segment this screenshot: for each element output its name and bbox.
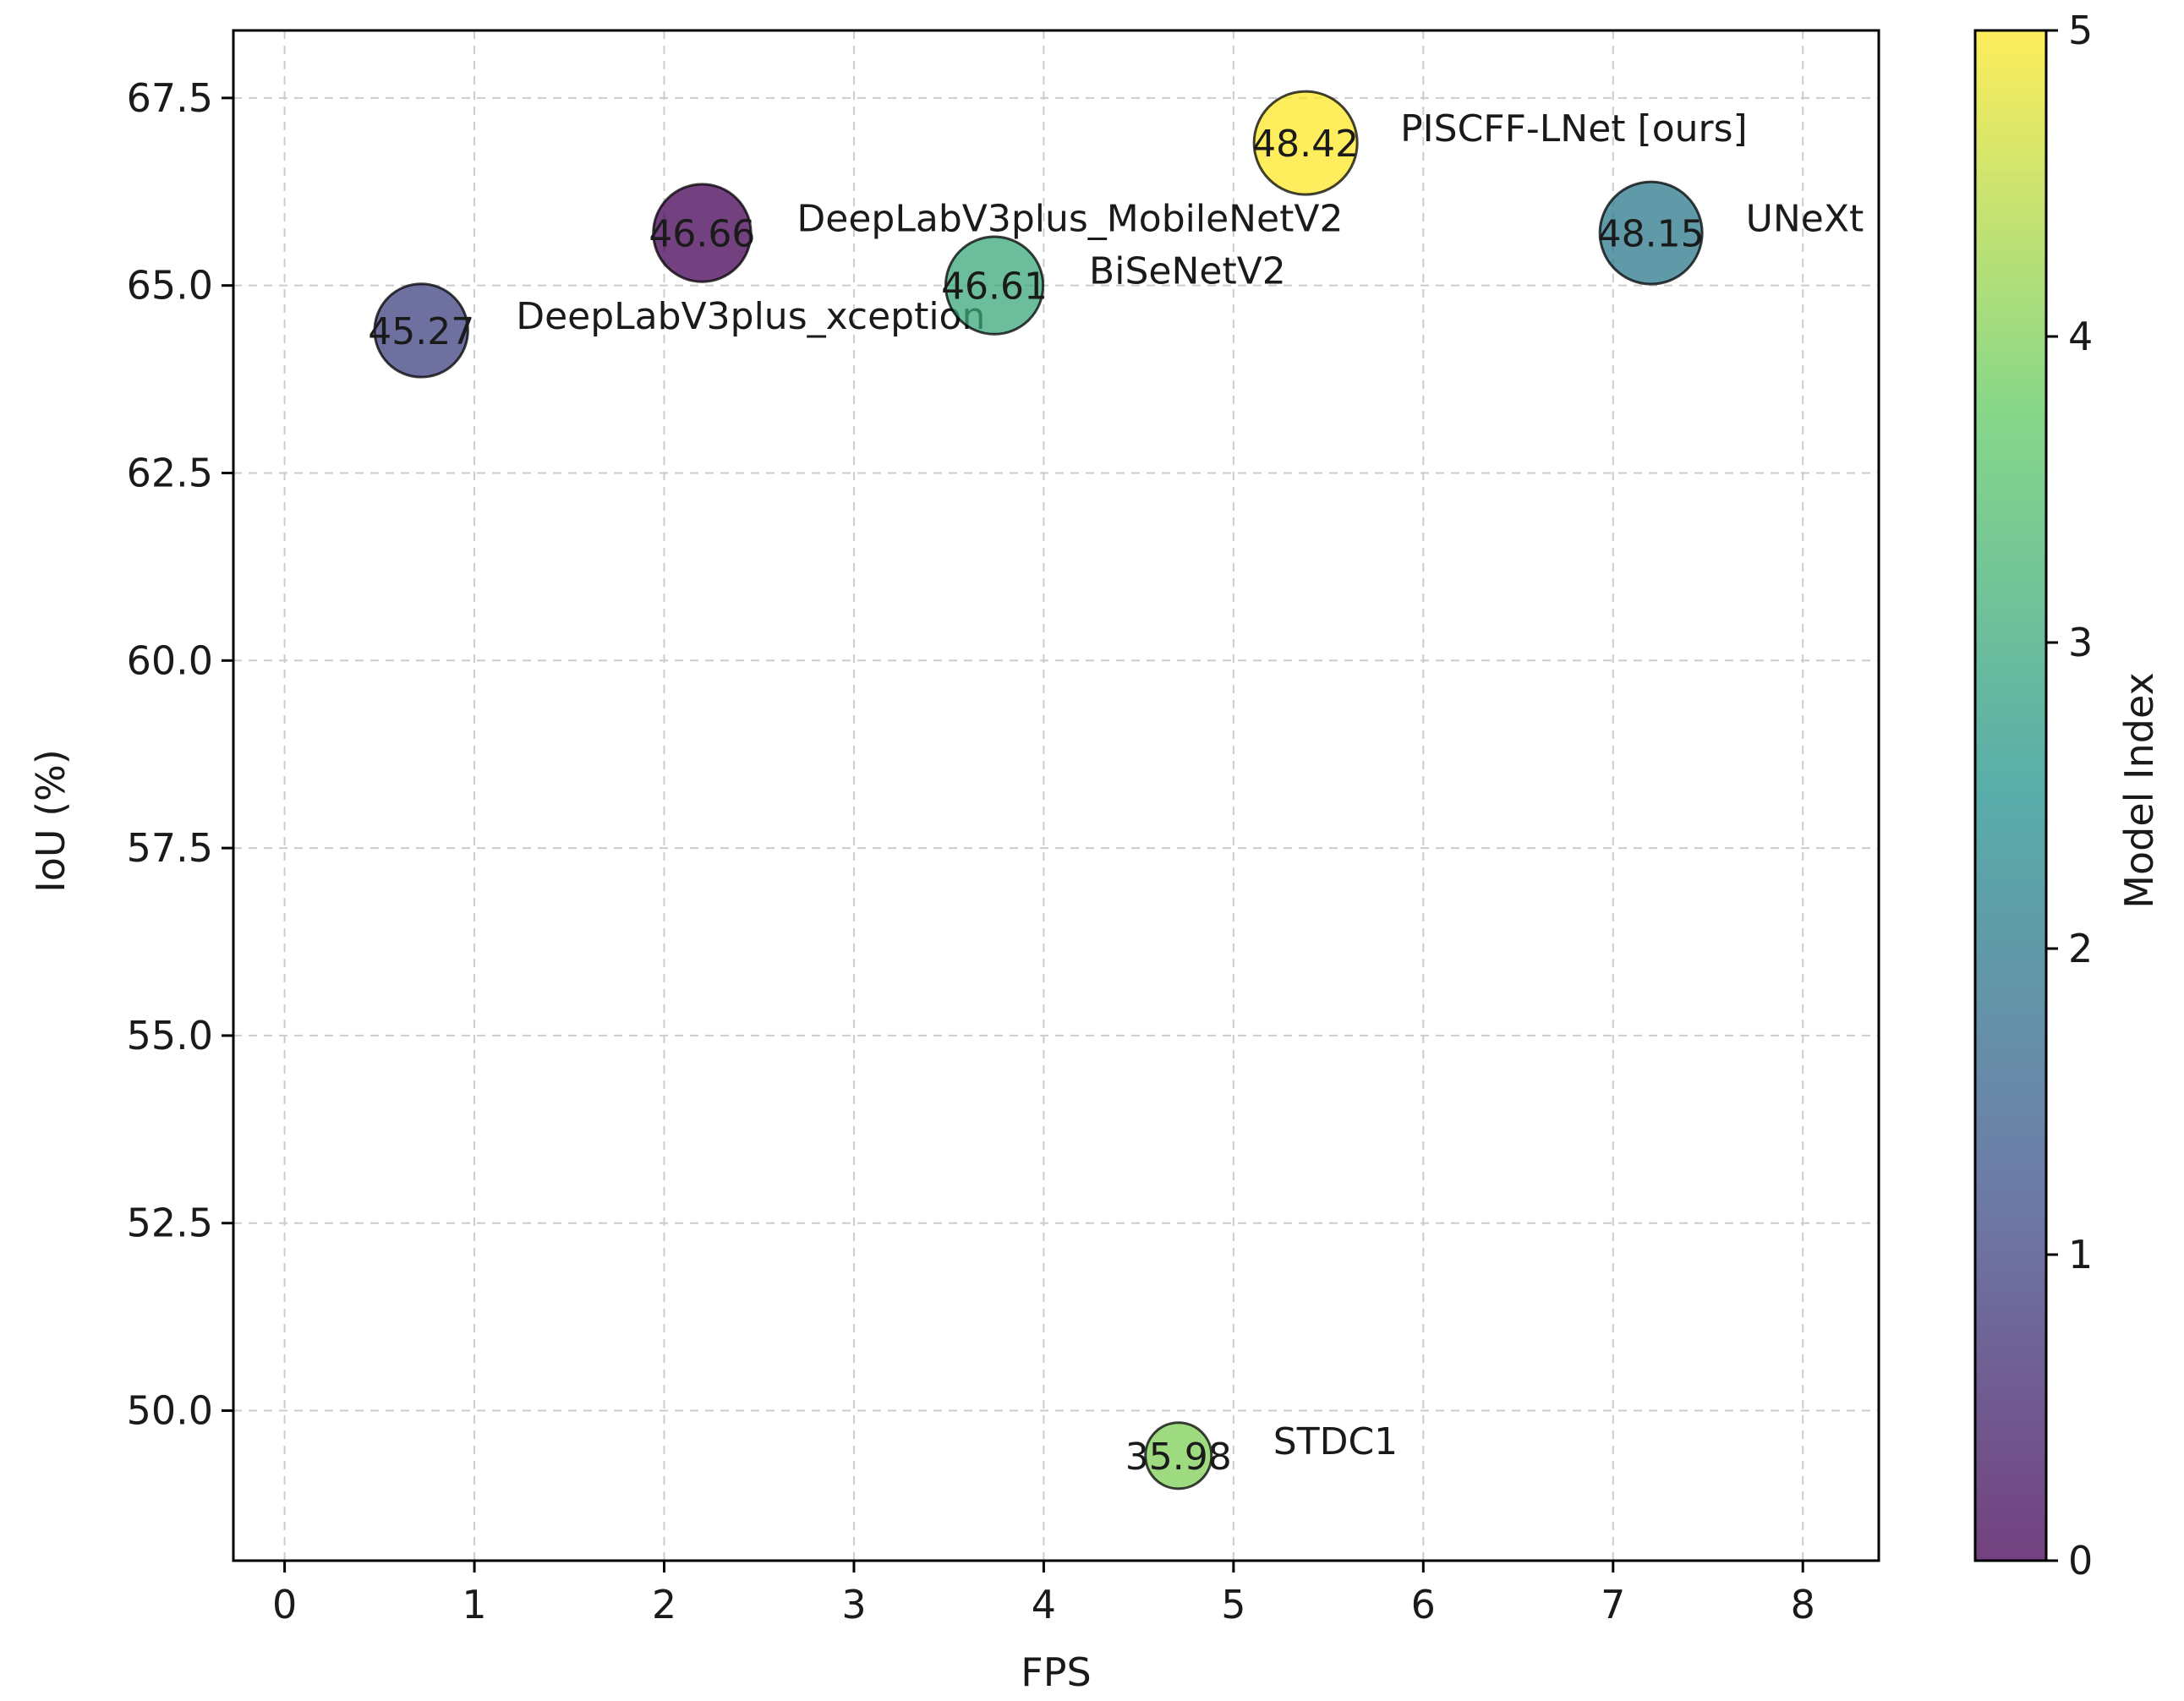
colorbar-frame <box>1973 29 2048 1562</box>
y-axis-label: IoU (%) <box>28 749 74 893</box>
bubble <box>944 235 1045 336</box>
colorbar-tick-label: 2 <box>2068 926 2093 971</box>
colorbar-tick-label: 1 <box>2068 1232 2093 1277</box>
y-tick-label: 60.0 <box>127 637 213 683</box>
bubble-value-label: 48.42 <box>1252 123 1359 166</box>
x-tick-label: 2 <box>652 1582 676 1627</box>
colorbar: 0 1 2 3 4 5 Model Index <box>1973 8 2162 1583</box>
bubble <box>1598 180 1704 286</box>
bubble-value-label: 46.66 <box>649 213 755 256</box>
model-name-label: PISCFF-LNet [ours] <box>1400 107 1748 150</box>
model-name-label: BiSeNetV2 <box>1089 250 1286 293</box>
bubble <box>1144 1421 1213 1490</box>
bubble-value-label: 48.15 <box>1598 213 1705 256</box>
y-tick-label: 57.5 <box>127 825 213 871</box>
model-name-label: DeepLabV3plus_xception <box>516 295 985 338</box>
y-tick-label: 55.0 <box>127 1013 213 1058</box>
y-tick-label: 65.0 <box>127 263 213 309</box>
colorbar-gradient <box>1975 30 2046 1561</box>
x-tick-label: 7 <box>1601 1582 1625 1627</box>
bubbles: 46.66 DeepLabV3plus_MobileNetV2 45.27 DeepL… <box>368 90 1864 1490</box>
x-tick-label: 5 <box>1221 1582 1245 1627</box>
bubble <box>1252 90 1359 196</box>
colorbar-tick-label: 0 <box>2068 1538 2093 1583</box>
model-name-label: DeepLabV3plus_MobileNetV2 <box>796 198 1343 241</box>
y-axis: 50.0 52.5 55.0 57.5 60.0 62.5 65.0 67.5 <box>127 75 233 1434</box>
y-tick-label: 62.5 <box>127 450 213 495</box>
x-tick-label: 6 <box>1411 1582 1436 1627</box>
grid <box>233 30 1879 1561</box>
x-tick-label: 0 <box>272 1582 297 1627</box>
bubble-value-label: 35.98 <box>1125 1436 1232 1479</box>
colorbar-tick-label: 5 <box>2068 8 2093 53</box>
model-name-label: STDC1 <box>1273 1420 1398 1463</box>
bubble-value-label: 46.61 <box>941 265 1048 309</box>
bubble-value-label: 45.27 <box>368 310 474 353</box>
colorbar-ticks: 0 1 2 3 4 5 <box>2046 8 2093 1583</box>
colorbar-tick-label: 3 <box>2068 620 2093 665</box>
plot-frame <box>232 29 1880 1562</box>
y-tick-label: 50.0 <box>127 1388 213 1434</box>
colorbar-label: Model Index <box>2116 672 2162 908</box>
x-tick-label: 4 <box>1032 1582 1056 1627</box>
y-tick-label: 52.5 <box>127 1201 213 1246</box>
model-name-label: UNeXt <box>1746 198 1864 241</box>
x-tick-label: 3 <box>841 1582 866 1627</box>
y-tick-label: 67.5 <box>127 75 213 121</box>
x-axis-label: FPS <box>1021 1649 1091 1695</box>
colorbar-tick-label: 4 <box>2068 314 2093 359</box>
bubble <box>652 183 753 283</box>
bubble <box>373 282 469 379</box>
x-tick-label: 8 <box>1791 1582 1815 1627</box>
x-tick-label: 1 <box>462 1582 486 1627</box>
x-axis: 0 1 2 3 4 5 6 7 8 <box>272 1561 1815 1627</box>
